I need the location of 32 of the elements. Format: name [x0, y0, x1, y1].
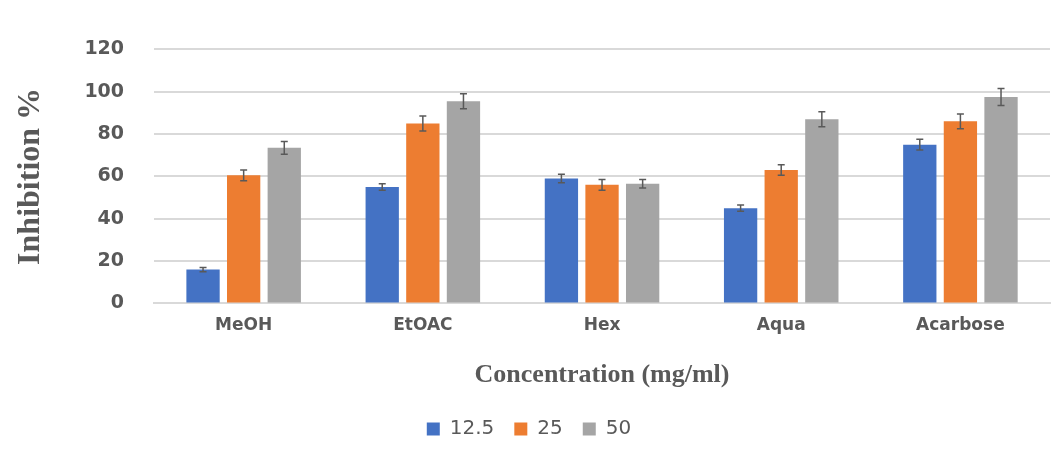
- x-tick-label: MeOH: [215, 314, 273, 335]
- x-tick-label: EtOAC: [393, 314, 453, 335]
- x-tick-label: Aqua: [756, 314, 806, 335]
- bar: [585, 184, 619, 303]
- bar: [227, 175, 261, 303]
- legend-label: 25: [537, 415, 563, 440]
- y-tick-label: 0: [110, 290, 125, 313]
- bar: [903, 144, 937, 303]
- y-axis-title: Inhibition %: [10, 87, 47, 265]
- y-tick-label: 100: [84, 78, 125, 101]
- y-tick-label: 80: [97, 121, 125, 143]
- x-axis-title: Concentration (mg/ml): [474, 359, 730, 389]
- bar: [764, 170, 798, 303]
- y-tick-label: 20: [97, 248, 125, 270]
- bar: [406, 123, 440, 303]
- y-tick-label: 60: [97, 163, 125, 186]
- bar: [446, 101, 481, 303]
- bar: [805, 119, 839, 303]
- legend-label: 12.5: [449, 415, 495, 440]
- bar: [544, 178, 579, 303]
- y-tick-label: 120: [84, 36, 125, 59]
- x-tick-label: Hex: [583, 314, 621, 335]
- bar: [365, 186, 399, 303]
- bar: [943, 121, 978, 303]
- x-tick-label: Acarbose: [916, 314, 1005, 335]
- bar: [267, 147, 301, 303]
- legend-label: 50: [605, 415, 632, 440]
- y-tick-label: 40: [97, 205, 125, 228]
- bar: [723, 208, 758, 303]
- bar: [984, 97, 1018, 303]
- bar: [625, 183, 660, 303]
- bar: [186, 269, 220, 303]
